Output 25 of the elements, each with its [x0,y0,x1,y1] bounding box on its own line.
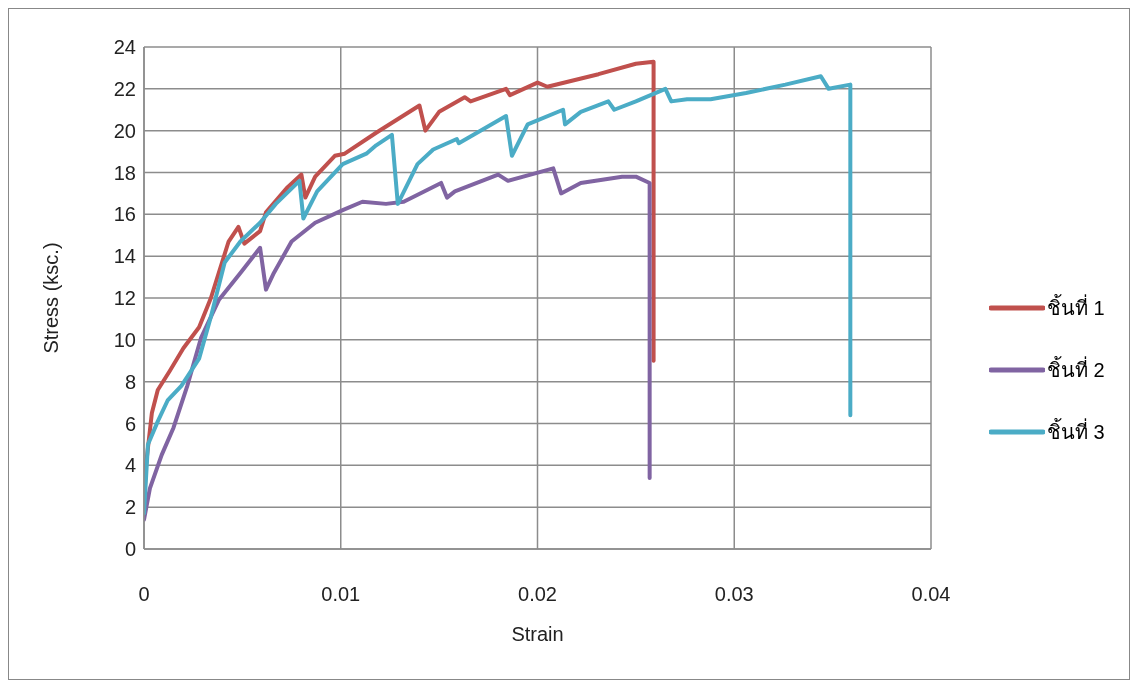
y-axis-title: Stress (ksc.) [40,242,63,354]
y-tick-label: 2 [124,496,136,519]
y-tick-label: 16 [113,203,136,226]
y-tick-label: 20 [113,119,136,142]
x-tick-label: 0 [138,583,150,606]
y-tick-label: 6 [124,412,136,435]
line-series [144,74,853,516]
x-tick-label: 0.04 [911,583,951,606]
y-tick-label: 8 [124,370,136,393]
y-tick-label: 18 [113,161,136,184]
y-tick-label: 10 [113,328,136,351]
y-tick-label: 24 [113,36,136,59]
y-tick-label: 22 [113,77,136,100]
legend-label: ชิ้นที่ 1 [1047,293,1105,321]
legend-label: ชิ้นที่ 2 [1047,355,1105,383]
y-tick-label: 0 [124,538,136,561]
y-tick-label: 14 [113,245,136,268]
line-series [144,166,652,522]
x-tick-label: 0.02 [518,583,557,606]
legend-label: ชิ้นที่ 3 [1047,417,1105,445]
x-tick-label: 0.01 [321,583,361,606]
x-tick-label: 0.03 [714,583,754,606]
y-tick-label: 12 [113,287,136,310]
x-axis-title: Strain [511,623,564,645]
y-tick-label: 4 [124,454,136,477]
